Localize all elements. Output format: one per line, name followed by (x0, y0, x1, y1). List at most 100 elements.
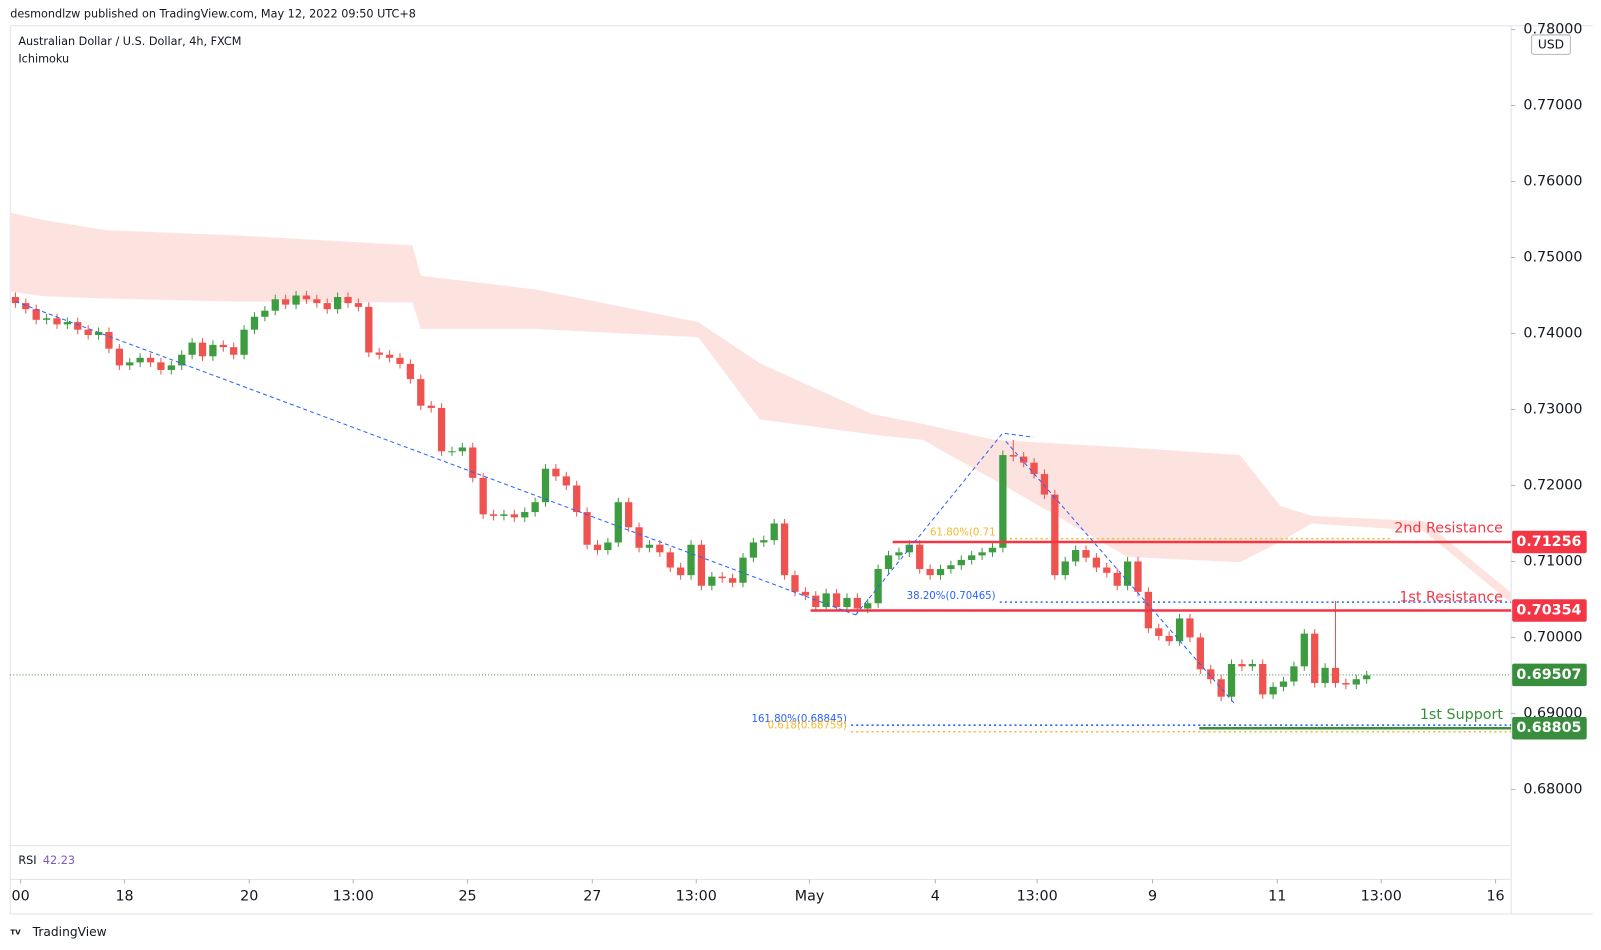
candle-body (801, 591, 810, 596)
fib-label: 61.80%(0.71 (930, 528, 996, 539)
logo: TV (10, 927, 21, 936)
candle-body (146, 357, 155, 363)
candle-body (261, 310, 269, 317)
candle-body (167, 365, 175, 370)
level-label: 1st Support (1420, 707, 1504, 723)
candle-body (780, 523, 789, 576)
y-tick-label: 0.68000 (1523, 781, 1582, 797)
publisher: desmondlzw published on TradingView.com,… (10, 8, 416, 21)
candle-body (687, 544, 695, 576)
candle-body (1342, 683, 1350, 685)
y-tick-label: 0.74000 (1523, 325, 1582, 341)
x-tick-label: 13:00 (1017, 889, 1058, 905)
x-tick-label: 27 (583, 889, 601, 905)
candle-body (864, 603, 872, 609)
candle-body (1186, 618, 1194, 638)
candle-body (645, 544, 654, 548)
x-tick-label: 16 (1486, 889, 1504, 905)
candle-body (770, 523, 778, 541)
candle-body (552, 468, 560, 477)
candle-body (1311, 633, 1319, 684)
candle-body (1165, 635, 1173, 642)
candle-body (448, 451, 456, 453)
candle-body (832, 593, 841, 608)
candle-body (874, 569, 882, 604)
price-tag-label: 0.71256 (1516, 534, 1581, 550)
candle-body (240, 329, 248, 355)
candle-body (1196, 637, 1204, 670)
candle-body (489, 514, 498, 516)
candle-body (63, 322, 72, 325)
x-tick-label: 13:00 (333, 889, 374, 905)
candle-body (126, 362, 134, 366)
candle-body (957, 559, 965, 566)
ichimoku-cloud (10, 212, 1512, 604)
candle-body (1269, 686, 1277, 695)
candle-body (739, 557, 747, 583)
candle-body (178, 354, 186, 366)
candle-body (1040, 474, 1049, 495)
candle-body (749, 542, 758, 558)
candle-body (1061, 561, 1069, 576)
x-tick-label: 25 (458, 889, 476, 905)
candle-body (697, 544, 706, 586)
trend-line (1005, 440, 1236, 706)
candle-body (1238, 664, 1246, 667)
candle-body (521, 512, 529, 518)
price-tag-label: 0.70354 (1516, 603, 1581, 619)
candle-body (479, 477, 487, 515)
rsi-label: RSI (18, 854, 36, 867)
price-tag (1512, 530, 1587, 554)
candle-body (1113, 572, 1121, 586)
candle-body (427, 405, 435, 408)
candle-body (313, 299, 321, 304)
x-tick-label: 20 (240, 889, 258, 905)
candle-body (1123, 561, 1132, 586)
candle-body (42, 318, 51, 320)
candle-body (282, 299, 290, 305)
candle-body (1207, 669, 1215, 680)
candle-body (656, 544, 664, 553)
candle-body (614, 502, 622, 543)
candle-body (53, 318, 61, 325)
y-tick-label: 0.71000 (1523, 553, 1582, 569)
candle-body (354, 303, 363, 307)
fib-label: 38.20%(0.70465) (907, 591, 996, 602)
currency: USD (1538, 38, 1564, 52)
candle-body (292, 295, 300, 305)
candle-body (1290, 666, 1298, 682)
candle-body (1363, 675, 1371, 680)
candle-body (188, 342, 196, 355)
price-tag (1512, 663, 1587, 687)
trend-lines (15, 300, 1236, 706)
candle-body (417, 379, 425, 406)
candle-body (74, 322, 82, 330)
candle-body (968, 555, 976, 560)
candle-body (760, 540, 768, 543)
candle-body (458, 447, 467, 452)
candle-body (1071, 550, 1080, 562)
candle-body (323, 303, 331, 310)
candle-body (1259, 664, 1267, 695)
candle-body (1103, 567, 1111, 573)
candle-body (884, 555, 893, 570)
candle-body (936, 569, 945, 576)
chart-title: Australian Dollar / U.S. Dollar, 4h, FXC… (18, 35, 241, 48)
plot: 0.680000.690000.700000.710000.720000.730… (10, 22, 1582, 905)
candle-body (916, 544, 924, 570)
candle-body (905, 544, 913, 553)
x-tick-label: 13:00 (676, 889, 717, 905)
candle-body (1082, 550, 1090, 558)
candle-body (593, 544, 602, 551)
candle-body (573, 485, 581, 513)
y-tick-label: 0.75000 (1523, 250, 1582, 266)
candle-body (1092, 557, 1101, 568)
candle-body (635, 527, 643, 548)
candle-body (198, 342, 207, 357)
candle-body (1030, 462, 1038, 475)
candle-body (1009, 455, 1017, 457)
candle-body (105, 331, 113, 349)
candle-body (853, 597, 861, 609)
candle-body (1227, 664, 1236, 697)
candle-body (469, 447, 477, 478)
